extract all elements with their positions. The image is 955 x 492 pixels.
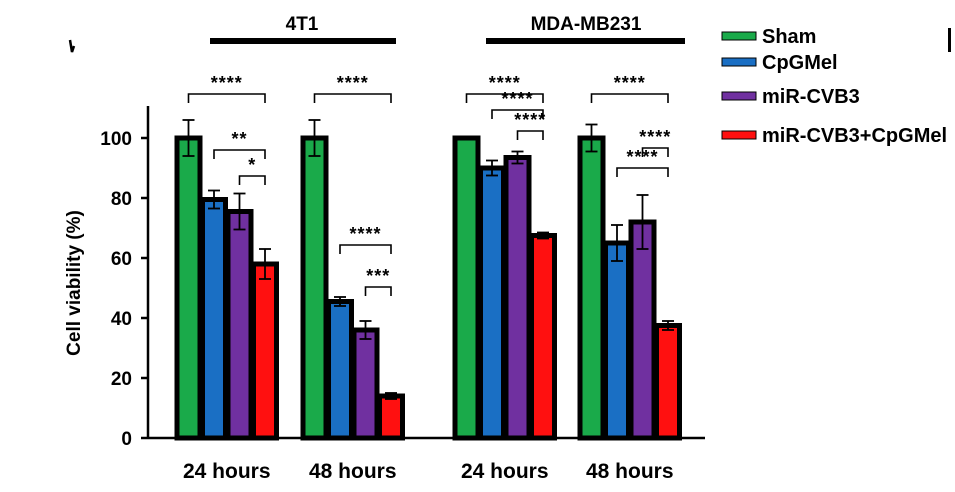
- y-tick-label: 80: [111, 189, 132, 210]
- significance-label: ****: [501, 89, 533, 109]
- significance-label: *: [248, 155, 256, 175]
- bar: [577, 135, 606, 441]
- y-axis-label: Cell viability (%): [64, 210, 85, 356]
- significance-label: ****: [337, 73, 369, 93]
- significance-bracket: [465, 93, 544, 103]
- group-underline: [486, 38, 685, 44]
- significance-bracket: [641, 147, 669, 157]
- legend-swatch: [721, 31, 757, 41]
- significance-label: ****: [614, 73, 646, 93]
- group-label: MDA-MB231: [531, 14, 642, 35]
- x-tick-label: 48 hours: [586, 460, 674, 483]
- significance-bracket: [491, 109, 544, 119]
- significance-label: ****: [639, 127, 671, 147]
- bar: [654, 323, 682, 441]
- legend-swatch: [721, 57, 757, 67]
- significance-label: ****: [489, 73, 521, 93]
- x-tick-label: 24 hours: [461, 460, 549, 483]
- bar: [174, 135, 203, 441]
- significance-bracket: [213, 149, 266, 159]
- legend-swatch: [721, 130, 757, 140]
- y-tick-label: 40: [111, 309, 132, 330]
- y-tick-label: 20: [111, 369, 132, 390]
- bar: [300, 135, 329, 441]
- significance-bracket: [616, 167, 669, 177]
- significance-bracket: [187, 93, 266, 103]
- group-underline: [210, 38, 396, 44]
- bar: [351, 327, 380, 441]
- significance-bracket: [516, 130, 544, 140]
- bar: [478, 165, 506, 441]
- x-tick-label: 24 hours: [183, 460, 271, 483]
- significance-label: **: [231, 129, 247, 149]
- bar: [529, 233, 557, 441]
- y-tick-label: 100: [100, 129, 132, 150]
- legend-swatch: [721, 91, 757, 101]
- significance-label: ****: [626, 147, 658, 167]
- significance-bracket: [238, 175, 266, 185]
- bar: [377, 393, 405, 441]
- legend-label: CpGMel: [762, 52, 838, 74]
- bar: [200, 197, 228, 441]
- legend-label: miR-CVB3: [762, 86, 860, 108]
- stray-mark: [68, 39, 76, 53]
- group-label: 4T1: [286, 14, 319, 35]
- y-tick-label: 60: [111, 249, 132, 270]
- significance-bracket: [590, 93, 669, 103]
- significance-label: ****: [349, 224, 381, 244]
- bar: [503, 155, 532, 441]
- bar: [452, 135, 481, 441]
- bar: [628, 219, 657, 441]
- legend-label: miR-CVB3+CpGMel: [762, 125, 947, 147]
- bar: [251, 261, 279, 441]
- significance-label: ****: [211, 73, 243, 93]
- bar: [603, 240, 631, 441]
- bar: [326, 299, 354, 441]
- x-tick-label: 48 hours: [309, 460, 397, 483]
- significance-bracket: [364, 286, 392, 296]
- legend-label: Sham: [762, 26, 816, 48]
- significance-label: ***: [366, 266, 390, 286]
- y-tick-label: 0: [121, 429, 132, 450]
- bar: [225, 209, 254, 441]
- edge-mark: [948, 28, 951, 52]
- significance-label: ****: [514, 110, 546, 130]
- significance-bracket: [339, 244, 392, 254]
- significance-bracket: [313, 93, 392, 103]
